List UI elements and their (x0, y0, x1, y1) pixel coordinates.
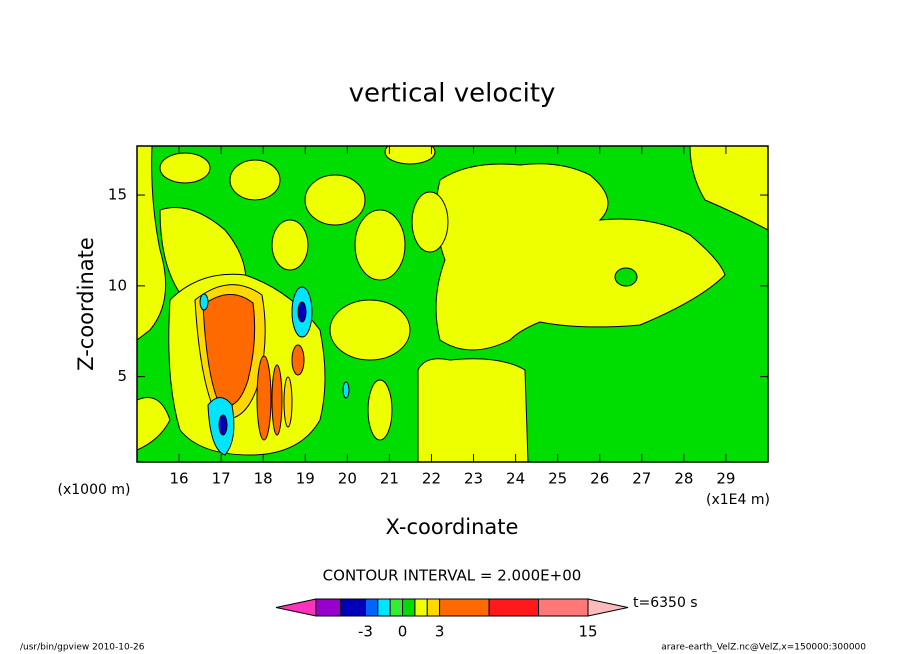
plot-frame (136, 145, 769, 463)
x-unit: (x1E4 m) (706, 492, 770, 508)
x-tick-label: 16 (170, 470, 189, 488)
y-tick-label: 5 (117, 367, 127, 385)
contour-region (229, 159, 281, 201)
x-tick-label: 25 (548, 470, 567, 488)
colorbar-tick-label: 0 (398, 623, 408, 641)
colorbar-box (402, 598, 416, 617)
contour-region (342, 381, 350, 399)
x-tick-label: 22 (422, 470, 441, 488)
y-axis-label: Z-coordinate (74, 237, 98, 371)
colorbar-title: CONTOUR INTERVAL = 2.000E+00 (323, 567, 582, 585)
footer-left: /usr/bin/gpview 2010-10-26 (20, 643, 145, 653)
colorbar-tick-label: -3 (358, 623, 373, 641)
x-tick-label: 27 (632, 470, 651, 488)
x-tick-label: 18 (254, 470, 273, 488)
contour-region (297, 301, 307, 323)
x-tick-label: 20 (338, 470, 357, 488)
footer-right: arare-earth_VelZ.nc@VelZ,x=150000:300000 (661, 643, 866, 653)
x-tick-label: 29 (716, 470, 735, 488)
contour-region (689, 146, 768, 231)
contour-region (256, 355, 272, 441)
colorbar-extend (275, 598, 317, 617)
x-tick-label: 17 (212, 470, 231, 488)
x-tick-label: 28 (674, 470, 693, 488)
contour-field (137, 146, 768, 462)
contour-region (354, 209, 406, 281)
contour-region (283, 376, 293, 428)
contour-region (271, 364, 283, 436)
contour-region (271, 219, 309, 271)
contour-region (367, 379, 393, 441)
contour-region (417, 358, 529, 462)
x-tick-label: 19 (296, 470, 315, 488)
time-label: t=6350 s (633, 595, 698, 611)
contour-region (218, 414, 228, 436)
colorbar-box (389, 598, 404, 617)
colorbar-tick-label: 15 (578, 623, 597, 641)
chart-title: vertical velocity (349, 79, 556, 109)
contour-region (291, 344, 305, 376)
x-tick-label: 23 (464, 470, 483, 488)
contour-region (614, 267, 638, 287)
x-axis-label: X-coordinate (386, 515, 519, 539)
colorbar-extend (587, 598, 629, 617)
y-tick-label: 10 (108, 276, 127, 294)
contour-region (435, 163, 726, 351)
colorbar-box (340, 598, 366, 617)
x-tick-label: 26 (590, 470, 609, 488)
colorbar-box (538, 598, 589, 617)
x-tick-label: 24 (506, 470, 525, 488)
y-unit: (x1000 m) (58, 482, 131, 498)
contour-region (159, 152, 211, 184)
contour-region (202, 294, 256, 407)
colorbar-box (439, 598, 490, 617)
colorbar-box (364, 598, 379, 617)
colorbar-box (414, 598, 428, 617)
colorbar-box (377, 598, 391, 617)
colorbar-box (488, 598, 540, 617)
contour-region (304, 174, 366, 226)
colorbar-box (426, 598, 441, 617)
colorbar-tick-label: 3 (435, 623, 445, 641)
contour-region (384, 146, 436, 165)
colorbar-box (315, 598, 342, 617)
x-tick-label: 21 (380, 470, 399, 488)
contour-region (137, 146, 167, 341)
y-tick-label: 15 (108, 186, 127, 204)
contour-region (137, 397, 171, 451)
contour-region (411, 191, 449, 253)
contour-region (199, 293, 209, 311)
contour-region (329, 299, 411, 361)
